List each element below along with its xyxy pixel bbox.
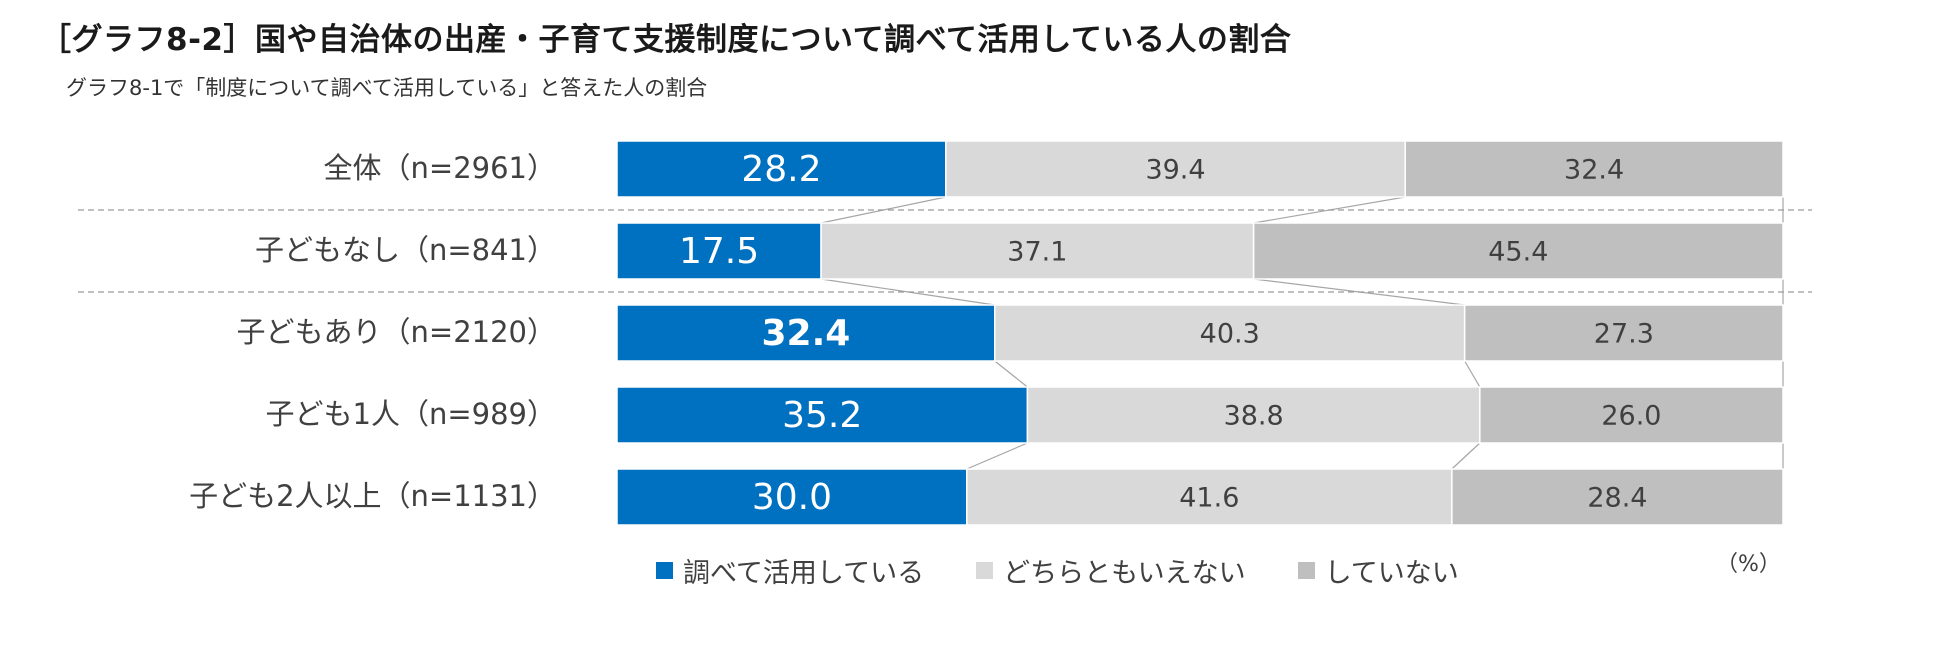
bar-segment [1026, 386, 1481, 444]
legend-swatch-used [656, 562, 673, 579]
legend-label-neutral: どちらともいえない [1003, 558, 1246, 589]
data-label: 38.8 [1224, 401, 1284, 432]
bar-segment [616, 222, 822, 280]
series-line [1451, 442, 1481, 470]
legend-swatch-neutral [976, 562, 994, 579]
category-label: 子ども1人（n=989） [266, 397, 556, 431]
bar-segment [945, 140, 1406, 198]
data-label: 32.4 [1564, 155, 1624, 186]
bar-segment [616, 140, 947, 198]
category-label: 全体（n=2961） [324, 151, 556, 185]
bar-segment [1404, 140, 1784, 198]
category-label: 子ども2人以上（n=1131） [189, 479, 556, 513]
data-label: 30.0 [752, 477, 832, 518]
bar-segment [1463, 304, 1784, 362]
data-label: 17.5 [679, 231, 759, 272]
data-label: 32.4 [761, 313, 850, 354]
data-label: 28.4 [1587, 483, 1647, 514]
category-label: 子どもあり（n=2120） [237, 315, 556, 349]
data-label: 40.3 [1200, 319, 1260, 350]
chart-subtitle: グラフ8-1で「制度について調べて活用している」と答えた人の割合 [66, 76, 708, 100]
data-label: 26.0 [1601, 401, 1661, 432]
data-label: 39.4 [1145, 155, 1205, 186]
legend-swatch-not-used [1297, 562, 1315, 579]
series-line [1464, 360, 1481, 388]
data-label: 28.2 [741, 149, 821, 190]
legend: 調べて活用している どちらともいえない していない [656, 551, 1511, 590]
chart-title: ［グラフ8-2］国や自治体の出産・子育て支援制度について調べて活用している人の割… [40, 22, 1292, 58]
legend-item-not-used: していない [1297, 551, 1459, 590]
data-label: 27.3 [1594, 319, 1654, 350]
data-label: 45.4 [1488, 237, 1548, 268]
category-label: 子どもなし（n=841） [255, 233, 556, 267]
bar-segment [616, 304, 996, 362]
series-line [966, 442, 1028, 470]
data-label: 35.2 [782, 395, 862, 436]
data-label: 37.1 [1007, 237, 1067, 268]
bar-segment [616, 386, 1029, 444]
legend-item-neutral: どちらともいえない [976, 551, 1246, 590]
legend-label-not-used: していない [1324, 558, 1459, 589]
bar-segment [1479, 386, 1784, 444]
bar-segment [994, 304, 1466, 362]
bar-segment [616, 468, 968, 526]
bar-segment [1451, 468, 1784, 526]
series-line [994, 360, 1028, 388]
bar-segment [820, 222, 1255, 280]
data-label: 41.6 [1179, 483, 1239, 514]
legend-item-used: 調べて活用している [656, 551, 924, 590]
unit-label: （%） [1716, 552, 1781, 577]
legend-label-used: 調べて活用している [683, 558, 925, 589]
bar-segment [1252, 222, 1784, 280]
series-line [820, 278, 995, 306]
